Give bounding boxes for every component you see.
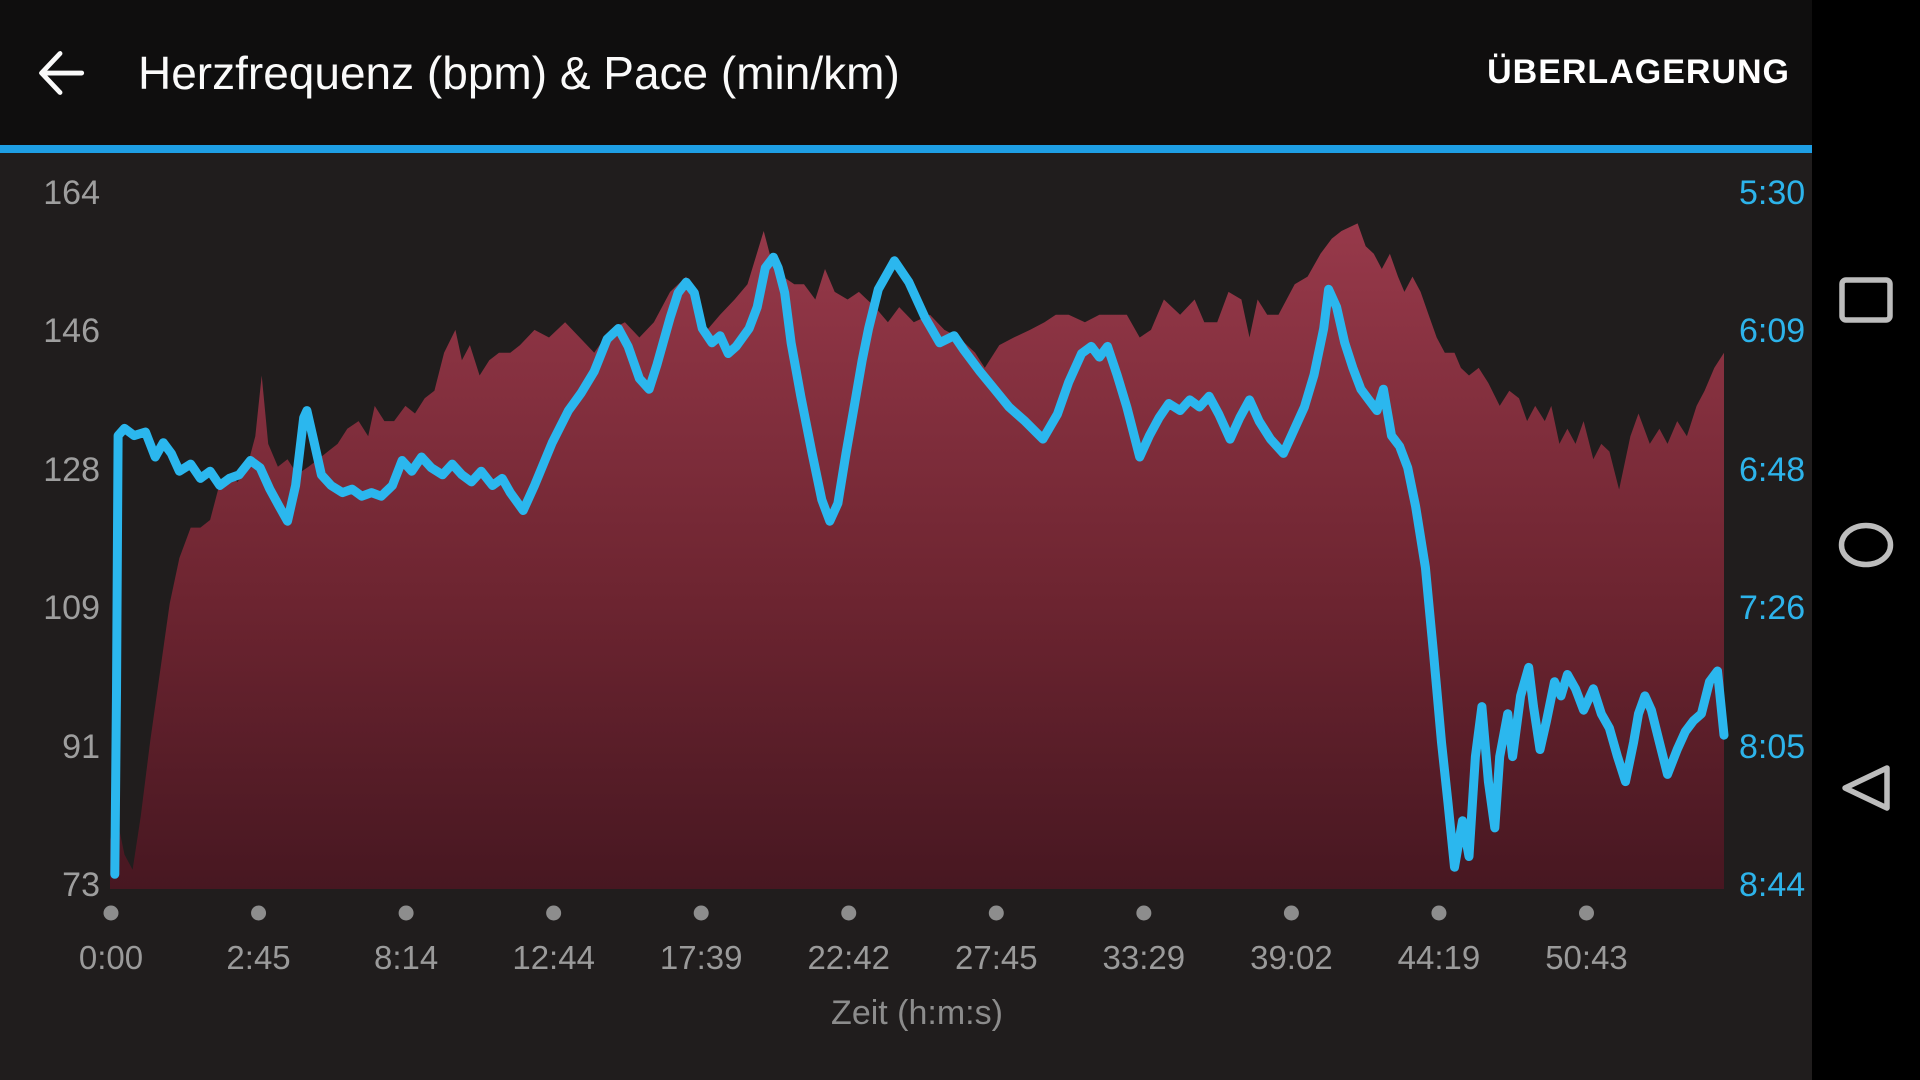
page-title: Herzfrequenz (bpm) & Pace (min/km) <box>138 46 900 99</box>
y-left-tick: 91 <box>62 727 100 766</box>
x-tick-dot <box>251 905 267 921</box>
x-tick-dot <box>1579 905 1594 921</box>
overlay-toggle-button[interactable]: ÜBERLAGERUNG <box>1487 53 1790 91</box>
x-tick-dot <box>546 905 562 921</box>
y-right-tick: 5:30 <box>1739 174 1806 212</box>
x-axis-title: Zeit (h:m:s) <box>831 994 1003 1032</box>
y-right-tick: 6:09 <box>1739 312 1806 351</box>
app-bar: Herzfrequenz (bpm) & Pace (min/km) ÜBERL… <box>0 0 1812 145</box>
x-tick-label: 8:14 <box>373 939 439 976</box>
y-left-tick: 109 <box>43 589 100 628</box>
hr-pace-chart <box>103 223 1729 921</box>
nav-home-button[interactable] <box>1812 485 1920 605</box>
y-right-tick: 6:48 <box>1739 450 1806 489</box>
nav-recents-button[interactable] <box>1812 240 1920 360</box>
arrow-left-icon <box>39 50 85 95</box>
x-tick-dot <box>1431 905 1447 921</box>
x-tick-dot <box>398 905 414 921</box>
x-tick-dot <box>103 905 119 921</box>
heart-rate-area-series <box>110 223 1724 889</box>
chart-touch-area[interactable] <box>110 160 1725 890</box>
x-tick-label: 50:43 <box>1545 939 1628 976</box>
y-right-tick: 8:05 <box>1739 727 1806 766</box>
y-right-tick: 8:44 <box>1739 866 1806 904</box>
x-tick-label: 33:29 <box>1102 939 1186 976</box>
nav-back-button[interactable] <box>1812 728 1920 848</box>
x-tick-label: 44:19 <box>1397 939 1481 976</box>
android-navbar <box>1812 0 1920 1080</box>
pace-line-series <box>110 252 1729 879</box>
x-tick-label: 0:00 <box>78 939 144 976</box>
x-tick-dot <box>988 905 1004 921</box>
x-tick-label: 2:45 <box>226 939 291 976</box>
x-tick-label: 39:02 <box>1250 939 1333 976</box>
y-left-tick: 164 <box>43 174 100 212</box>
y-left-tick: 146 <box>43 312 100 351</box>
x-tick-dot <box>841 905 857 921</box>
x-tick-dot <box>1283 905 1299 921</box>
accent-divider <box>0 145 1812 153</box>
y-left-tick: 73 <box>62 866 100 904</box>
x-axis-tick-dots <box>103 905 1594 921</box>
x-tick-dot <box>1136 905 1152 921</box>
x-tick-dot <box>693 905 709 921</box>
y-right-tick: 7:26 <box>1739 589 1806 628</box>
x-tick-label: 12:44 <box>512 939 595 976</box>
back-button[interactable] <box>0 0 120 145</box>
app-window: Herzfrequenz (bpm) & Pace (min/km) ÜBERL… <box>0 0 1812 1080</box>
x-tick-label: 17:39 <box>659 939 743 976</box>
square-icon <box>1839 277 1893 323</box>
y-left-tick: 128 <box>43 450 100 489</box>
x-tick-label: 22:42 <box>807 939 891 976</box>
x-tick-label: 27:45 <box>955 939 1038 976</box>
circle-icon <box>1838 522 1894 568</box>
triangle-left-icon <box>1842 765 1890 811</box>
